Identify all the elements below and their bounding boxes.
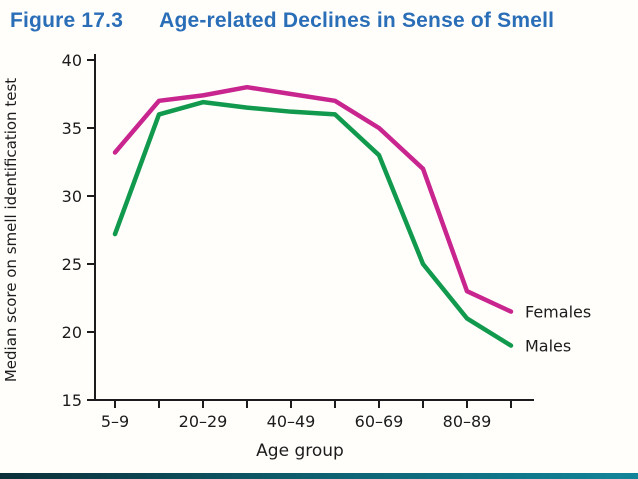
bottom-accent-bar [0, 473, 638, 479]
x-tick-label: 60–69 [355, 412, 404, 431]
chart-area: 15 20 25 30 35 40 5–9 20–29 40–49 60–69 80–89 Age g… [0, 44, 638, 478]
y-tick-label: 40 [62, 51, 82, 70]
figure-heading: Age-related Declines in Sense of Smell [159, 9, 555, 32]
smell-decline-line-chart: 15 20 25 30 35 40 5–9 20–29 40–49 60–69 80–89 Age g… [2, 51, 591, 461]
figure-number-label: Figure 17.3 [10, 9, 124, 32]
legend-label-females: Females [525, 303, 591, 322]
x-tick-label: 5–9 [101, 412, 129, 431]
x-tick-label: 40–49 [267, 412, 316, 431]
y-tick-label: 15 [62, 391, 82, 410]
axes [87, 54, 534, 408]
figure-title: Figure 17.3 Age-related Declines in Sense… [0, 0, 638, 33]
y-tick-label: 35 [62, 119, 82, 138]
y-tick-label: 30 [62, 187, 82, 206]
males-line [112, 99, 514, 348]
females-line [112, 84, 514, 314]
x-tick-label: 80–89 [443, 412, 492, 431]
y-axis-title: Median score on smell identification tes… [2, 78, 20, 382]
y-tick-label: 20 [62, 323, 82, 342]
y-tick-label: 25 [62, 255, 82, 274]
legend-label-males: Males [525, 337, 571, 356]
x-tick-label: 20–29 [179, 412, 228, 431]
x-axis-title: Age group [256, 441, 344, 461]
